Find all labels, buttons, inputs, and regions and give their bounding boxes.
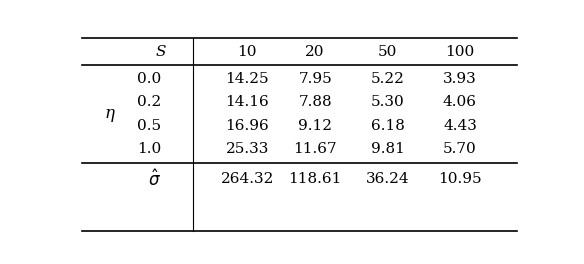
Text: 50: 50 bbox=[378, 45, 397, 59]
Text: 20: 20 bbox=[305, 45, 325, 59]
Text: 1.0: 1.0 bbox=[137, 142, 161, 156]
Text: 6.18: 6.18 bbox=[371, 119, 405, 133]
Text: η: η bbox=[104, 105, 114, 122]
Text: 5.22: 5.22 bbox=[371, 72, 405, 86]
Text: 11.67: 11.67 bbox=[293, 142, 337, 156]
Text: 4.06: 4.06 bbox=[443, 95, 477, 109]
Text: 4.43: 4.43 bbox=[443, 119, 477, 133]
Text: $\hat{\sigma}$: $\hat{\sigma}$ bbox=[148, 169, 161, 190]
Text: 25.33: 25.33 bbox=[225, 142, 269, 156]
Text: 3.93: 3.93 bbox=[443, 72, 477, 86]
Text: 0.2: 0.2 bbox=[137, 95, 161, 109]
Text: 16.96: 16.96 bbox=[225, 119, 269, 133]
Text: 5.70: 5.70 bbox=[443, 142, 477, 156]
Text: 7.95: 7.95 bbox=[298, 72, 332, 86]
Text: 100: 100 bbox=[446, 45, 475, 59]
Text: 118.61: 118.61 bbox=[288, 172, 342, 186]
Text: 0.5: 0.5 bbox=[137, 119, 161, 133]
Text: 9.81: 9.81 bbox=[371, 142, 405, 156]
Text: 264.32: 264.32 bbox=[221, 172, 274, 186]
Text: 10.95: 10.95 bbox=[438, 172, 482, 186]
Text: 5.30: 5.30 bbox=[371, 95, 405, 109]
Text: 0.0: 0.0 bbox=[137, 72, 161, 86]
Text: S: S bbox=[156, 45, 166, 59]
Text: 14.25: 14.25 bbox=[225, 72, 269, 86]
Text: 9.12: 9.12 bbox=[298, 119, 332, 133]
Text: 7.88: 7.88 bbox=[298, 95, 332, 109]
Text: 10: 10 bbox=[238, 45, 257, 59]
Text: 14.16: 14.16 bbox=[225, 95, 269, 109]
Text: 36.24: 36.24 bbox=[366, 172, 409, 186]
